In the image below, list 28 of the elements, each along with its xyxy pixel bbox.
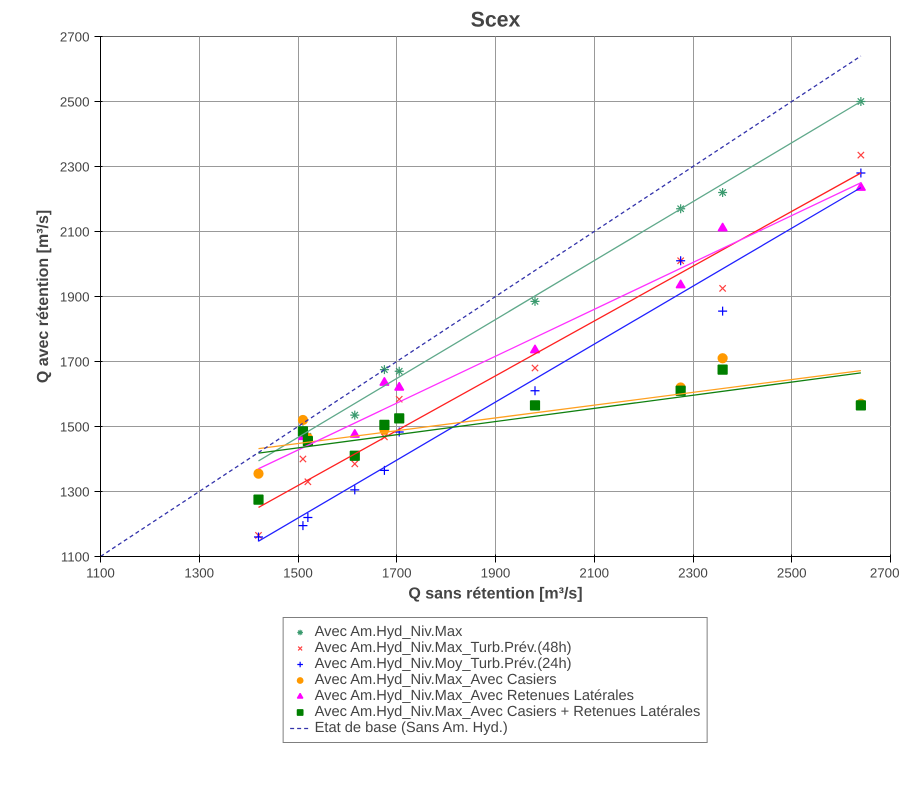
x-tick-label: 2500: [776, 566, 807, 580]
legend-label: Avec Am.Hyd_Niv.Max_Avec Casiers: [314, 672, 557, 688]
legend-label: Avec Am.Hyd_Niv.Max_Turb.Prév.(48h): [314, 640, 572, 656]
legend-label: Avec Am.Hyd_Niv.Max_Avec Retenues Latérales: [314, 688, 634, 704]
y-tick-label: 2700: [60, 30, 90, 44]
y-tick-label: 2300: [60, 160, 90, 174]
x-tick-label: 2700: [870, 566, 900, 580]
y-tick-label: 1900: [60, 290, 90, 304]
legend-label: Avec Am.Hyd_Niv.Max: [314, 624, 462, 640]
legend-label: Avec Am.Hyd_Niv.Max_Avec Casiers + Retenues Latérales: [314, 704, 700, 720]
y-tick-label: 1300: [60, 484, 90, 500]
legend-label: Etat de base (Sans Am. Hyd.): [314, 720, 508, 736]
x-tick-label: 1900: [480, 566, 510, 580]
y-tick-label: 1500: [60, 420, 90, 434]
x-tick-label: 1100: [86, 566, 115, 580]
x-tick-label: 2100: [579, 566, 610, 580]
y-tick-label: 1700: [60, 354, 90, 370]
legend-label: Avec Am.Hyd_Niv.Moy_Turb.Prév.(24h): [314, 656, 572, 672]
x-tick-label: 1700: [382, 566, 412, 580]
y-tick-label: 2500: [60, 94, 90, 110]
y-tick-label: 2100: [60, 224, 90, 240]
y-tick-label: 1100: [60, 550, 90, 564]
x-tick-label: 1300: [184, 566, 214, 580]
y-axis-title: Q avec rétention [m³/s]: [34, 210, 52, 384]
x-axis-title: Q sans rétention [m³/s]: [408, 586, 583, 602]
x-tick-label: 2300: [678, 566, 708, 580]
chart-title: Scex: [470, 8, 521, 32]
x-tick-label: 1500: [283, 566, 313, 580]
